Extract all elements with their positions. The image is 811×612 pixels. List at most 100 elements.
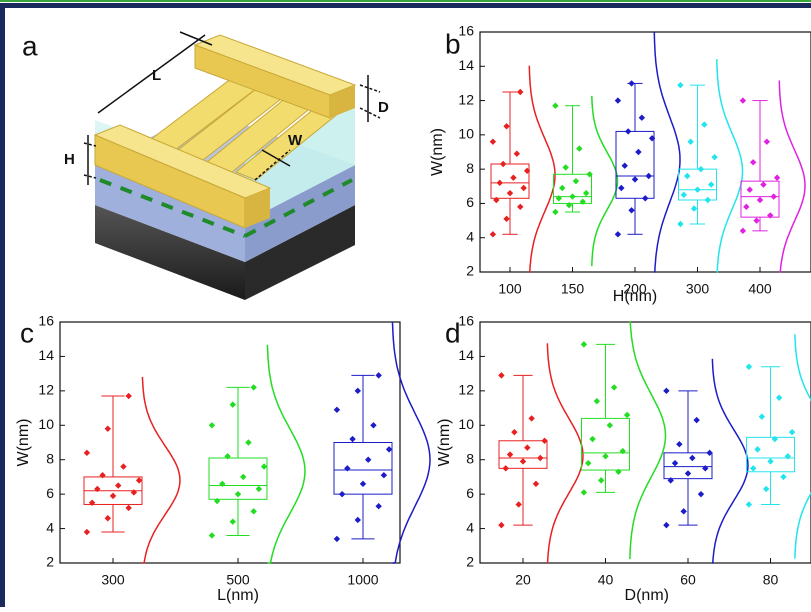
data-point: [240, 473, 247, 481]
data-point: [375, 502, 382, 510]
data-point: [623, 411, 631, 419]
data-point: [496, 179, 503, 187]
data-point: [635, 148, 642, 156]
distribution-curve: [653, 32, 681, 273]
x-tick-label: 100: [498, 281, 522, 297]
y-tick-label: 8: [466, 450, 474, 466]
dimension-line: [359, 84, 381, 93]
distribution-curve: [778, 80, 806, 273]
data-point: [503, 215, 510, 223]
data-point: [754, 446, 761, 453]
data-point: [642, 195, 649, 202]
data-point: [250, 508, 257, 515]
y-axis-label: W(nm): [15, 419, 32, 467]
data-point: [365, 456, 372, 463]
data-point: [224, 453, 231, 460]
data-point: [614, 97, 622, 104]
data-point: [610, 384, 618, 391]
data-point: [784, 453, 791, 460]
box: [553, 173, 592, 204]
data-point: [523, 167, 531, 175]
data-point: [697, 490, 705, 498]
data-point: [498, 372, 505, 379]
panel-label: a: [22, 30, 38, 61]
box: [678, 168, 717, 201]
distribution-curve: [711, 358, 749, 564]
box: [740, 180, 780, 218]
data-point: [771, 435, 779, 443]
data-point: [676, 441, 683, 448]
plot-frame: [479, 321, 811, 564]
distribution-curve: [141, 376, 181, 564]
data-point: [645, 172, 652, 180]
data-point: [499, 160, 507, 168]
y-tick-label: 2: [466, 554, 474, 570]
data-point: [333, 535, 341, 543]
plot-frame: [59, 321, 401, 564]
distribution-curve: [546, 343, 584, 564]
length-label: L: [152, 67, 161, 84]
x-tick-label: 1000: [347, 572, 378, 588]
y-tick-label: 10: [38, 416, 54, 432]
data-point: [739, 227, 747, 235]
data-point: [701, 121, 708, 128]
dimension-line: [359, 107, 381, 119]
data-point: [582, 189, 590, 197]
y-tick-label: 10: [458, 416, 474, 432]
data-point: [229, 401, 236, 408]
data-point: [125, 504, 132, 512]
data-point: [502, 465, 509, 472]
data-point: [532, 480, 540, 488]
data-point: [758, 413, 766, 420]
data-point: [684, 172, 691, 180]
box: [663, 452, 713, 480]
y-tick-label: 6: [466, 194, 474, 210]
y-tick-label: 2: [466, 263, 474, 279]
data-point: [537, 454, 544, 462]
data-point: [602, 453, 609, 460]
data-point: [580, 489, 588, 496]
y-axis-label: W(nm): [429, 128, 446, 176]
box: [208, 457, 268, 500]
data-point: [99, 472, 106, 479]
data-point: [618, 184, 625, 192]
data-point: [597, 477, 605, 484]
data-point: [109, 492, 117, 500]
x-tick-label: 20: [515, 572, 531, 588]
y-tick-label: 8: [466, 160, 474, 176]
y-tick-label: 4: [466, 519, 474, 535]
data-point: [739, 97, 747, 104]
y-tick-label: 6: [466, 485, 474, 501]
data-point: [606, 422, 614, 429]
data-point: [333, 406, 341, 413]
x-tick-label: 300: [101, 572, 125, 588]
back-pad-side: [330, 85, 355, 118]
data-point: [503, 123, 510, 130]
box: [581, 417, 630, 471]
data-point: [88, 499, 96, 506]
data-point: [506, 189, 514, 197]
data-point: [756, 196, 764, 204]
data-point: [375, 372, 382, 379]
data-point: [762, 485, 770, 493]
data-point: [638, 114, 646, 121]
interface-line: [99, 178, 246, 238]
data-point: [749, 159, 757, 166]
data-point: [555, 195, 563, 202]
data-point: [628, 207, 635, 214]
dimension-line: [254, 149, 291, 181]
device-diagram: L D H W: [64, 31, 389, 300]
dimension-line: [83, 174, 97, 179]
data-point: [528, 415, 535, 422]
data-point: [94, 485, 101, 493]
data-point: [663, 387, 670, 395]
data-point: [628, 80, 635, 87]
data-point: [565, 201, 573, 209]
height-label: H: [64, 151, 75, 168]
data-point: [229, 518, 236, 525]
y-tick-label: 16: [38, 313, 54, 329]
y-tick-label: 4: [46, 519, 54, 535]
data-point: [615, 468, 622, 475]
data-point: [370, 422, 377, 429]
data-point: [687, 138, 694, 145]
